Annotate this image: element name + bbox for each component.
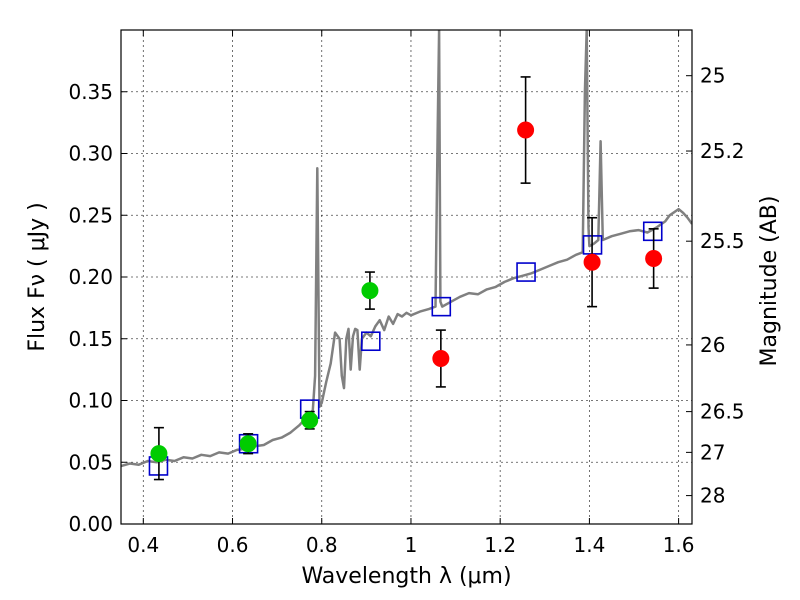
data-point — [361, 282, 379, 300]
right-tick-label: 25.2 — [700, 139, 745, 163]
y-tick-label: 0.35 — [68, 80, 113, 104]
data-point — [432, 350, 450, 368]
x-tick-label: 0.6 — [217, 533, 249, 557]
y-tick-label: 0.05 — [68, 450, 113, 474]
model-spectrum-line — [121, 30, 692, 468]
model-square-marker — [516, 262, 536, 282]
y-axis-label: Flux Fν ( μJy ) — [25, 202, 50, 351]
grid-layer — [121, 30, 692, 524]
y-tick-label: 0.15 — [68, 327, 113, 351]
data-point — [645, 249, 663, 267]
x-tick-label: 1.4 — [573, 533, 605, 557]
x-tick-label: 1.6 — [663, 533, 695, 557]
data-point — [517, 121, 535, 139]
right-tick-label: 25.5 — [700, 229, 745, 253]
ticks-layer: 0.4 0.6 0.8 1 1.2 1.4 1.6 0.00 0.05 0.10 0.15 0.20 0… — [68, 30, 745, 557]
x-axis-label: Wavelength λ (μm) — [301, 564, 511, 589]
right-axis-label: Magnitude (AB) — [757, 196, 782, 367]
data-layer — [121, 30, 692, 481]
x-tick-label: 0.8 — [306, 533, 338, 557]
plot-area — [121, 30, 692, 481]
y-tick-label: 0.25 — [68, 203, 113, 227]
model-square-marker — [361, 331, 381, 352]
right-tick-label: 26.5 — [700, 400, 745, 424]
right-tick-label: 28 — [700, 484, 725, 508]
right-tick-label: 26 — [700, 333, 725, 357]
y-tick-label: 0.10 — [68, 389, 113, 413]
data-point — [150, 445, 168, 463]
model-square-marker — [642, 221, 663, 242]
y-tick-label: 0.30 — [68, 142, 113, 166]
y-tick-label: 0.00 — [68, 512, 113, 536]
right-tick-label: 25 — [700, 64, 725, 88]
model-square-marker — [431, 296, 452, 317]
x-tick-label: 1.2 — [484, 533, 516, 557]
x-tick-label: 1 — [405, 533, 418, 557]
y-tick-label: 0.20 — [68, 265, 113, 289]
x-tick-label: 0.4 — [127, 533, 159, 557]
right-tick-label: 27 — [700, 440, 725, 464]
data-point — [239, 435, 257, 453]
data-point — [583, 253, 601, 271]
data-point — [301, 411, 319, 429]
